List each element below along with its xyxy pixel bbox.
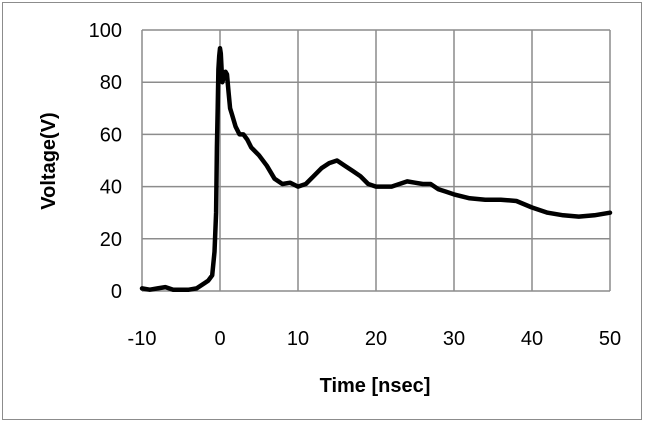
y-tick-label: 40: [100, 177, 122, 199]
y-tick-label: 60: [100, 124, 122, 146]
y-tick-label: 20: [100, 229, 122, 251]
tick-labels: -10 0 10 20 30 40 50 0 20 40 60 80 100: [89, 20, 622, 350]
x-tick-label: -10: [128, 328, 157, 350]
grid: [141, 29, 611, 292]
x-tick-label: 20: [365, 328, 387, 350]
chart-frame: [2, 2, 642, 420]
x-tick-label: 10: [287, 328, 309, 350]
y-tick-label: 100: [89, 20, 122, 42]
x-tick-label: 50: [599, 328, 621, 350]
x-tick-label: 30: [443, 328, 465, 350]
y-tick-label: 80: [100, 72, 122, 94]
y-tick-label: 0: [111, 281, 122, 303]
x-tick-label: 0: [214, 328, 225, 350]
series-line: [139, 46, 613, 292]
y-axis-title: Voltage(V): [38, 112, 60, 209]
series-lines: [139, 46, 613, 292]
x-tick-label: 40: [521, 328, 543, 350]
x-axis-title: Time [nsec]: [320, 375, 431, 397]
